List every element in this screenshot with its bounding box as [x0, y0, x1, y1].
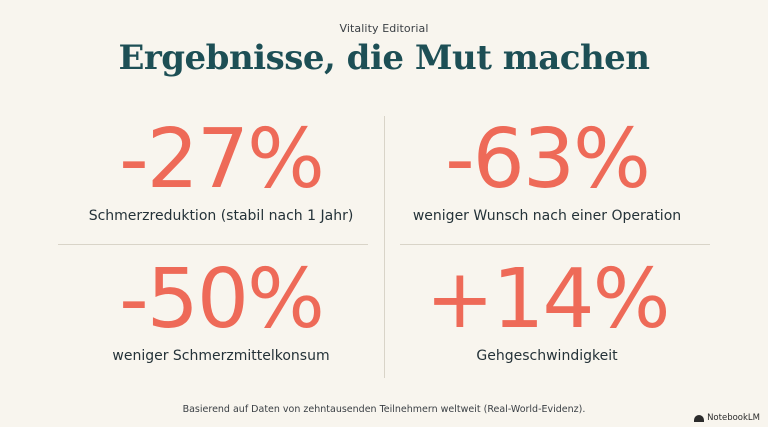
stat-walking-speed: +14% Gehgeschwindigkeit — [384, 252, 710, 365]
horizontal-divider-left — [58, 244, 368, 245]
stat-label: Gehgeschwindigkeit — [476, 348, 618, 364]
stat-value: +14% — [425, 252, 671, 347]
horizontal-divider-right — [400, 244, 710, 245]
stat-label: Schmerzreduktion (stabil nach 1 Jahr) — [88, 208, 354, 224]
stat-value: -27% — [119, 112, 325, 207]
notebooklm-logo-icon — [694, 414, 705, 422]
brand-label: NotebookLM — [707, 413, 760, 423]
stat-surgery-wish: -63% weniger Wunsch nach einer Operation — [384, 112, 710, 225]
stat-painkiller-use: -50% weniger Schmerzmittelkonsum — [58, 252, 384, 365]
brand-watermark: NotebookLM — [694, 413, 760, 423]
stat-label: weniger Wunsch nach einer Operation — [412, 208, 682, 224]
stat-label: weniger Schmerzmittelkonsum — [112, 348, 330, 364]
stat-value: -50% — [119, 252, 325, 347]
stat-value: -63% — [445, 112, 651, 207]
stat-pain-reduction: -27% Schmerzreduktion (stabil nach 1 Jah… — [58, 112, 384, 225]
vertical-divider — [384, 116, 385, 378]
footnote: Basierend auf Daten von zehntausenden Te… — [182, 404, 586, 415]
page-title: Ergebnisse, die Mut machen — [118, 38, 650, 78]
stats-grid: -27% Schmerzreduktion (stabil nach 1 Jah… — [58, 108, 710, 384]
eyebrow-label: Vitality Editorial — [339, 22, 429, 35]
